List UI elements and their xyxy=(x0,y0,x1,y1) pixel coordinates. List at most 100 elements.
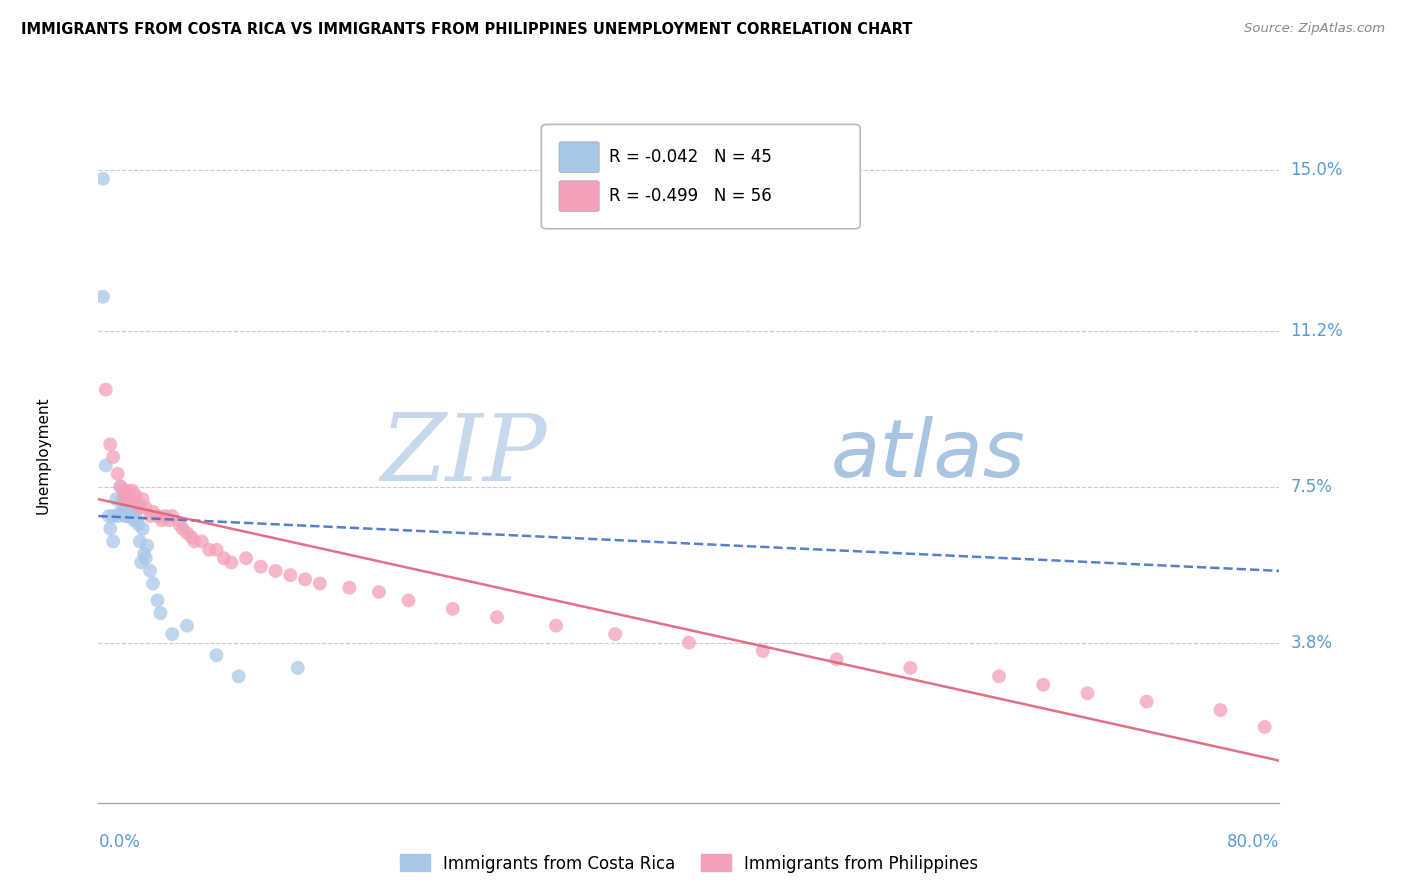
Point xyxy=(135,500,157,515)
Point xyxy=(122,513,145,527)
Point xyxy=(1032,678,1054,692)
Point xyxy=(205,542,228,557)
Text: 0.0%: 0.0% xyxy=(98,833,141,851)
Point xyxy=(107,509,129,524)
Text: Unemployment: Unemployment xyxy=(35,396,51,514)
Point xyxy=(287,661,309,675)
FancyBboxPatch shape xyxy=(541,124,860,229)
Point xyxy=(1135,695,1157,709)
Point xyxy=(115,496,138,510)
Point xyxy=(157,513,180,527)
Point xyxy=(1209,703,1232,717)
Point xyxy=(122,505,145,519)
FancyBboxPatch shape xyxy=(560,181,599,211)
Point xyxy=(294,572,316,586)
Point xyxy=(441,602,464,616)
Point xyxy=(124,500,146,515)
Point xyxy=(605,627,627,641)
Point xyxy=(91,290,114,304)
Point xyxy=(98,437,121,451)
Point xyxy=(825,652,848,666)
Point xyxy=(124,488,146,502)
Point xyxy=(486,610,509,624)
Text: ZIP: ZIP xyxy=(381,410,547,500)
Text: Source: ZipAtlas.com: Source: ZipAtlas.com xyxy=(1244,22,1385,36)
Point xyxy=(183,534,205,549)
Point xyxy=(107,467,129,481)
Text: 15.0%: 15.0% xyxy=(1291,161,1343,179)
Point xyxy=(121,500,143,515)
Point xyxy=(396,593,419,607)
Point xyxy=(235,551,257,566)
Point xyxy=(337,581,360,595)
Text: 80.0%: 80.0% xyxy=(1227,833,1279,851)
Point xyxy=(128,500,150,515)
Point xyxy=(117,509,139,524)
Point xyxy=(121,483,143,498)
Point xyxy=(1077,686,1099,700)
Text: atlas: atlas xyxy=(831,416,1025,494)
Point xyxy=(132,522,155,536)
Point xyxy=(110,479,132,493)
Point xyxy=(139,509,162,524)
Point xyxy=(134,547,156,561)
Point xyxy=(103,509,125,524)
Point xyxy=(110,479,132,493)
Point xyxy=(146,509,169,524)
Point xyxy=(103,450,125,464)
Point xyxy=(120,509,142,524)
Point xyxy=(180,530,202,544)
Point xyxy=(97,509,120,524)
Point xyxy=(118,505,141,519)
Point xyxy=(125,513,148,527)
Point xyxy=(132,492,155,507)
Point xyxy=(751,644,773,658)
Point xyxy=(94,458,117,473)
Text: 3.8%: 3.8% xyxy=(1291,633,1333,651)
Point xyxy=(368,585,391,599)
Point xyxy=(678,635,700,649)
Point xyxy=(115,509,138,524)
Point xyxy=(120,496,142,510)
Point xyxy=(176,525,198,540)
Point xyxy=(115,488,138,502)
Point xyxy=(176,618,198,632)
Point xyxy=(128,534,150,549)
Point xyxy=(987,669,1010,683)
Point xyxy=(114,492,136,507)
Point xyxy=(544,618,567,632)
Point xyxy=(117,483,139,498)
Text: R = -0.042   N = 45: R = -0.042 N = 45 xyxy=(609,148,772,166)
Point xyxy=(162,627,183,641)
Point xyxy=(264,564,287,578)
Point xyxy=(1254,720,1277,734)
Point xyxy=(169,517,191,532)
Text: 11.2%: 11.2% xyxy=(1291,321,1343,340)
Point xyxy=(114,500,136,515)
Point xyxy=(150,513,173,527)
Point xyxy=(121,509,143,524)
Point xyxy=(112,505,135,519)
Point xyxy=(117,500,139,515)
Point xyxy=(111,492,134,507)
FancyBboxPatch shape xyxy=(560,142,599,172)
Point xyxy=(149,606,172,620)
Text: 7.5%: 7.5% xyxy=(1291,477,1333,496)
Point xyxy=(162,509,183,524)
Point xyxy=(142,576,165,591)
Point xyxy=(198,542,221,557)
Point xyxy=(900,661,922,675)
Point xyxy=(172,522,194,536)
Point xyxy=(110,505,132,519)
Point xyxy=(103,534,125,549)
Point xyxy=(112,483,135,498)
Point xyxy=(136,539,159,553)
Point xyxy=(278,568,302,582)
Point xyxy=(142,505,165,519)
Point xyxy=(124,509,146,524)
Point xyxy=(146,593,169,607)
Point xyxy=(205,648,228,663)
Point xyxy=(228,669,250,683)
Point xyxy=(212,551,235,566)
Point xyxy=(114,509,136,524)
